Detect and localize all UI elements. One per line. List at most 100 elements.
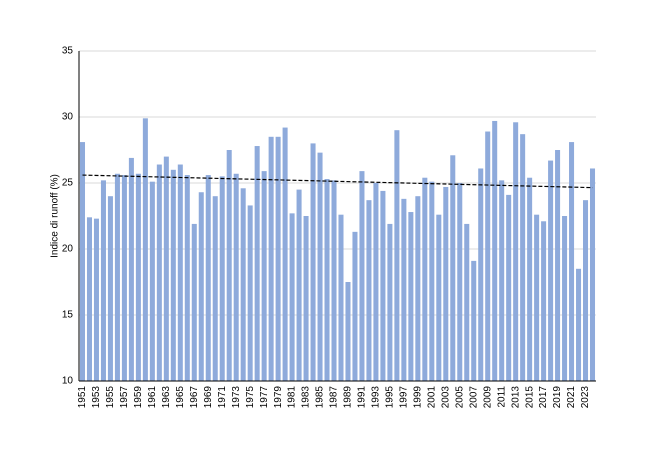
bar	[359, 171, 365, 381]
bar	[198, 192, 204, 381]
bar	[289, 213, 295, 381]
bar	[282, 127, 288, 381]
bar	[513, 122, 519, 381]
bar	[562, 216, 568, 381]
bar	[492, 120, 498, 382]
x-tick-label: 2003	[440, 386, 451, 409]
bar	[310, 143, 316, 381]
bar	[506, 194, 512, 381]
bar	[331, 180, 337, 381]
bar	[457, 183, 463, 381]
bar	[219, 176, 225, 381]
bar	[352, 231, 358, 381]
bar	[443, 186, 449, 381]
bar	[212, 196, 218, 381]
x-tick-label: 2011	[496, 386, 507, 408]
bar	[408, 212, 414, 381]
bar	[485, 131, 491, 381]
x-tick-label: 1975	[245, 386, 256, 409]
bar	[135, 173, 141, 381]
bar	[233, 173, 239, 381]
bar	[520, 134, 526, 381]
bar	[387, 223, 393, 381]
x-tick-label: 1981	[287, 386, 298, 409]
bar	[499, 180, 505, 381]
y-tick-label: 35	[62, 46, 74, 57]
bar	[107, 196, 113, 381]
x-tick-label: 1973	[231, 386, 242, 409]
x-tick-label: 1967	[189, 386, 200, 409]
bar	[184, 175, 190, 381]
bar	[569, 142, 575, 381]
x-tick-label: 2015	[524, 386, 535, 409]
bar	[576, 268, 582, 381]
bar	[450, 155, 456, 381]
x-tick-label: 2007	[468, 386, 479, 409]
bar	[534, 214, 540, 381]
bar	[128, 157, 134, 381]
x-tick-label: 1997	[399, 386, 410, 409]
x-tick-label: 1959	[133, 386, 144, 409]
x-tick-label: 1991	[357, 386, 368, 409]
bar	[555, 150, 561, 381]
x-tick-label: 1969	[203, 386, 214, 409]
bar	[324, 179, 330, 381]
bar	[401, 198, 407, 381]
bar	[373, 183, 379, 381]
bar	[121, 175, 127, 381]
bar	[149, 181, 155, 381]
bar	[205, 175, 211, 381]
y-tick-label: 25	[62, 178, 74, 189]
x-tick-label: 1965	[175, 386, 186, 409]
x-tick-label: 1995	[385, 386, 396, 409]
y-tick-label: 30	[62, 112, 74, 123]
bar	[589, 168, 596, 381]
bar	[478, 168, 484, 381]
bar	[541, 221, 547, 381]
bar	[345, 282, 351, 381]
x-tick-label: 1963	[161, 386, 172, 409]
bar	[583, 200, 589, 381]
x-tick-label: 1985	[315, 386, 326, 409]
bar	[156, 164, 162, 381]
x-tick-label: 2023	[580, 386, 591, 409]
x-tick-label: 1957	[119, 386, 130, 409]
y-tick-label: 15	[62, 310, 74, 321]
bar	[191, 223, 197, 381]
bar	[177, 164, 183, 381]
bar	[380, 190, 386, 381]
x-tick-label: 1999	[412, 386, 423, 409]
bar	[163, 156, 169, 381]
x-tick-label: 2013	[510, 386, 521, 409]
x-tick-label: 2021	[566, 386, 577, 409]
x-tick-label: 2001	[426, 386, 437, 409]
bar	[247, 205, 253, 381]
bar	[93, 218, 99, 381]
bar	[436, 214, 442, 381]
x-tick-label: 1961	[147, 386, 158, 409]
bar	[422, 177, 428, 381]
bar	[170, 169, 176, 381]
y-axis-label: Indice di runoff (%)	[50, 174, 61, 258]
x-tick-label: 2019	[552, 386, 563, 409]
x-tick-label: 1955	[105, 386, 116, 409]
bar	[303, 216, 309, 381]
bar	[338, 214, 344, 381]
x-tick-label: 1977	[259, 386, 270, 409]
bar	[79, 142, 86, 381]
bar	[394, 130, 400, 381]
bar	[317, 152, 323, 381]
bar	[114, 173, 120, 381]
y-tick-label: 20	[62, 244, 74, 255]
bar	[366, 200, 372, 381]
bar	[254, 146, 260, 381]
bar	[142, 118, 148, 381]
x-tick-label: 2009	[482, 386, 493, 409]
x-tick-label: 1993	[371, 386, 382, 409]
bar	[415, 196, 421, 381]
bar	[261, 171, 267, 381]
bar	[275, 136, 281, 381]
x-tick-label: 1979	[273, 386, 284, 409]
bar	[548, 160, 554, 381]
